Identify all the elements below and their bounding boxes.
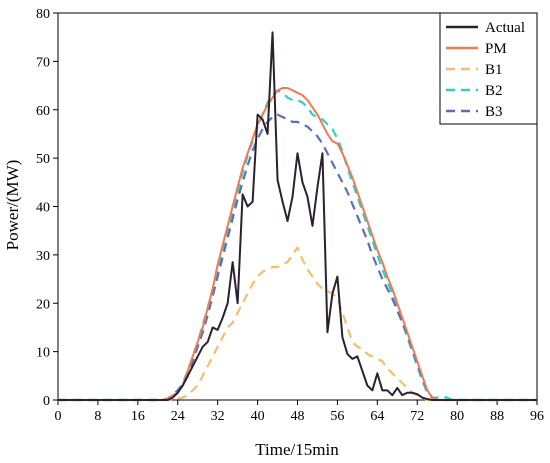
plot-area: 0 8 16 24 32 40 48 56 64 72 80 88 96 0 10 20 30 40 50 60 70 8… bbox=[36, 7, 544, 424]
legend-label-b1: B1 bbox=[485, 62, 503, 78]
x-tick-label: 48 bbox=[291, 409, 305, 424]
x-tick-label: 88 bbox=[490, 409, 504, 424]
y-tick-label: 40 bbox=[36, 201, 50, 216]
legend-label-pm: PM bbox=[485, 41, 507, 57]
series-line-actual bbox=[58, 31, 537, 401]
y-tick-label: 30 bbox=[36, 249, 50, 264]
legend-box bbox=[439, 12, 538, 125]
y-tick-label: 60 bbox=[36, 104, 50, 119]
series-line-b1 bbox=[58, 246, 537, 402]
x-tick-label: 72 bbox=[410, 409, 424, 424]
legend-label-b3: B3 bbox=[485, 104, 503, 120]
y-tick-label: 0 bbox=[43, 394, 50, 409]
x-tick-label: 64 bbox=[370, 409, 384, 424]
x-tick-label: 32 bbox=[211, 409, 225, 424]
y-tick-label: 80 bbox=[36, 7, 50, 22]
x-tick-label: 16 bbox=[131, 409, 145, 424]
x-tick-label: 80 bbox=[450, 409, 464, 424]
legend-label-b2: B2 bbox=[485, 83, 503, 99]
legend-label-actual: Actual bbox=[485, 20, 525, 36]
x-tick-label: 56 bbox=[330, 409, 344, 424]
x-tick-label: 40 bbox=[251, 409, 265, 424]
y-tick-label: 70 bbox=[36, 55, 50, 70]
y-tick-label: 20 bbox=[36, 297, 50, 312]
y-tick-label: 10 bbox=[36, 346, 50, 361]
y-tick-label: 50 bbox=[36, 152, 50, 167]
x-tick-label: 8 bbox=[94, 409, 101, 424]
legend: Actual PM B1 B2 B3 bbox=[439, 12, 538, 125]
series-line-b2 bbox=[58, 89, 537, 402]
x-tick-label: 96 bbox=[530, 409, 544, 424]
x-axis-label: Time/15min bbox=[255, 440, 339, 459]
x-tick-label: 0 bbox=[55, 409, 62, 424]
y-axis-label: Power/(MW) bbox=[3, 160, 22, 251]
series-line-b3 bbox=[58, 113, 537, 402]
series-line-pm bbox=[58, 86, 537, 401]
x-tick-label: 24 bbox=[171, 409, 185, 424]
y-axis-title: Power/(MW) bbox=[3, 160, 22, 251]
